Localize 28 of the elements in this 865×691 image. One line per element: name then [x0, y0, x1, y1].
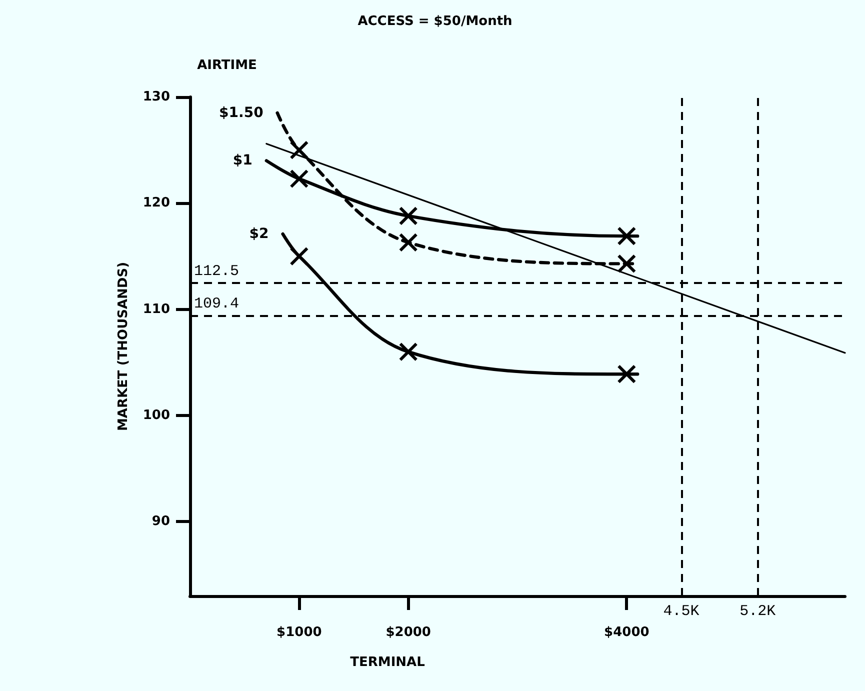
- ref-line-label: 5.2K: [740, 603, 776, 620]
- x-tick-label: $4000: [604, 625, 650, 640]
- point: [617, 364, 636, 384]
- point: [290, 246, 309, 266]
- ref-line-label: 112.5: [194, 262, 240, 280]
- x-axis-title: TERMINAL: [350, 655, 425, 670]
- point: [617, 226, 636, 246]
- x-tick-label: $1000: [276, 625, 322, 640]
- point: [398, 206, 418, 226]
- series-label: $1: [232, 152, 252, 169]
- y-tick-label: 100: [142, 408, 170, 424]
- point: [398, 342, 418, 362]
- point: [290, 140, 309, 160]
- series-label: $2: [249, 226, 269, 242]
- y-tick-label: 110: [142, 302, 170, 317]
- series-label: $1.50: [219, 104, 264, 121]
- x-tick-label: $2000: [386, 625, 431, 640]
- y-tick-label: 90: [152, 514, 170, 530]
- y-tick-label: 130: [142, 90, 170, 104]
- point: [398, 232, 418, 252]
- chart-title: ACCESS = $50/Month: [358, 14, 512, 29]
- point: [290, 169, 309, 188]
- ref-line-label: 4.5K: [663, 603, 700, 620]
- ref-line-label: 109.4: [194, 296, 240, 313]
- legend-title: AIRTIME: [197, 58, 257, 73]
- y-axis-title: MARKET (THOUSANDS): [116, 262, 131, 432]
- point: [617, 254, 636, 274]
- y-tick-label: 120: [142, 196, 170, 211]
